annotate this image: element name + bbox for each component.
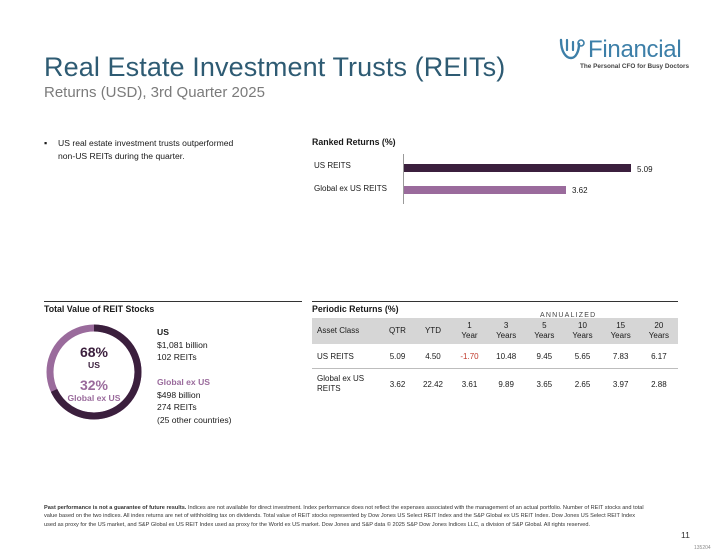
table-row: US REITS 5.09 4.50 -1.70 10.48 9.45 5.65… xyxy=(312,344,678,369)
table-cell: 10.48 xyxy=(487,344,526,369)
document-code: 135204 xyxy=(694,545,711,551)
table-cell: 2.88 xyxy=(651,379,667,389)
table-row: Global ex US REITS 3.62 22.42 3.61 9.89 3… xyxy=(312,369,678,400)
footer-disclaimer: Past performance is not a guarantee of f… xyxy=(44,504,644,529)
bar-label-global: Global ex US REITS xyxy=(314,184,387,193)
col-3-years: 3 Years xyxy=(487,318,526,344)
company-logo: Financial The Personal CFO for Busy Doct… xyxy=(558,34,689,74)
donut-us-segment xyxy=(46,324,142,420)
commentary-text: US real estate investment trusts outperf… xyxy=(58,138,234,161)
legend-global-note: (25 other countries) xyxy=(157,414,232,425)
section-divider-right xyxy=(312,301,678,302)
logo-tagline: The Personal CFO for Busy Doctors xyxy=(580,63,690,70)
table-cell: 3.65 xyxy=(536,379,553,389)
legend-global-value: $498 billion xyxy=(157,389,201,400)
ranked-returns-chart: US REITS Global ex US REITS 5.09 3.62 xyxy=(312,148,682,210)
periodic-returns-title: Periodic Returns (%) xyxy=(312,304,399,314)
table-cell: 2.65 xyxy=(574,379,591,389)
table-cell: 5.09 xyxy=(381,344,414,369)
row-name: US REITS xyxy=(312,344,381,369)
page-number: 11 xyxy=(681,530,690,540)
table-cell: 4.50 xyxy=(414,344,452,369)
donut-chart: 68% US 32% Global ex US xyxy=(44,322,144,422)
table-cell: 3.62 xyxy=(389,379,406,389)
col-20-years: 20 Years xyxy=(639,318,678,344)
legend-us-value: $1,081 billion xyxy=(157,339,208,350)
table-cell: 5.65 xyxy=(563,344,602,369)
donut-us-label: US xyxy=(88,360,100,370)
annualized-label: ANNUALIZED xyxy=(540,312,597,319)
section-divider-left xyxy=(44,301,302,302)
periodic-returns-table: Asset Class QTR YTD 1 Year 3 Years 5 Years … xyxy=(312,318,678,399)
table-header-row: Asset Class QTR YTD 1 Year 3 Years 5 Years … xyxy=(312,318,678,344)
logo-mark-icon xyxy=(559,38,585,60)
table-cell: 6.17 xyxy=(639,344,678,369)
disclaimer-text: Indices are not available for direct inv… xyxy=(44,505,644,528)
col-asset-class: Asset Class xyxy=(312,318,381,344)
col-10-years: 10 Years xyxy=(563,318,602,344)
table-cell: 9.89 xyxy=(498,379,514,389)
bar-value-us: 5.09 xyxy=(637,165,653,174)
bar-value-global: 3.62 xyxy=(572,186,588,195)
table-cell: 9.45 xyxy=(525,344,564,369)
table-cell: 22.42 xyxy=(422,379,443,389)
total-value-title: Total Value of REIT Stocks xyxy=(44,304,155,314)
col-1-year: 1 Year xyxy=(451,318,488,344)
bar-label-us: US REITS xyxy=(314,161,351,170)
table-cell: -1.70 xyxy=(451,344,488,369)
table-cell: 3.61 xyxy=(461,379,478,389)
row-name: Global ex US REITS xyxy=(317,374,365,393)
page-subtitle: Returns (USD), 3rd Quarter 2025 xyxy=(44,84,265,101)
donut-global-label: Global ex US xyxy=(67,393,121,403)
disclaimer-bold: Past performance is not a guarantee of f… xyxy=(44,505,187,511)
chart-axis xyxy=(403,154,404,204)
legend-global-name: Global ex US xyxy=(157,377,211,387)
col-ytd: YTD xyxy=(414,318,452,344)
legend-us-count: 102 REITs xyxy=(157,352,197,362)
donut-global-pct: 32% xyxy=(79,377,109,393)
page-title: Real Estate Investment Trusts (REITs) xyxy=(44,52,506,82)
col-15-years: 15 Years xyxy=(601,318,640,344)
logo-name: Financial xyxy=(588,36,682,63)
table-cell: 3.97 xyxy=(612,379,629,389)
table-cell: 7.83 xyxy=(601,344,640,369)
donut-us-pct: 68% xyxy=(79,344,109,360)
legend-global-count: 274 REITs xyxy=(157,402,197,412)
ranked-returns-title: Ranked Returns (%) xyxy=(312,137,396,147)
bar-global-ex-us-reits xyxy=(404,186,566,194)
legend-us-name: US xyxy=(157,327,169,337)
bullet-icon: ▪ xyxy=(44,138,48,148)
legend-global: Global ex US $498 billion 274 REITs (25 … xyxy=(157,376,232,426)
col-qtr: QTR xyxy=(381,318,414,344)
bar-us-reits xyxy=(404,164,631,172)
col-5-years: 5 Years xyxy=(525,318,564,344)
legend-us: US $1,081 billion 102 REITs xyxy=(157,326,208,364)
